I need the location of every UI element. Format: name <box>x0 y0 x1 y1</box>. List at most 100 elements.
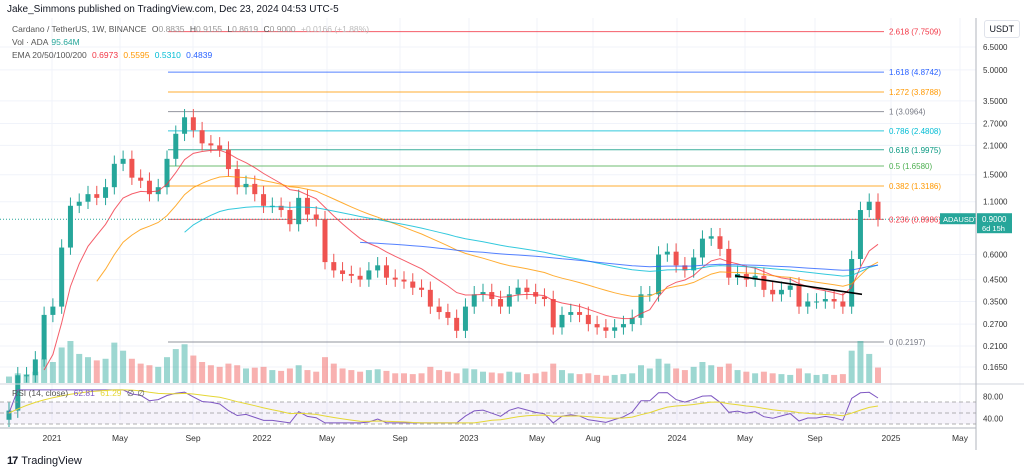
candle <box>638 294 644 318</box>
volume-bar <box>699 362 706 383</box>
fib-label: 0.382 (1.3186) <box>889 182 941 191</box>
candle <box>419 287 425 290</box>
candle <box>24 375 30 377</box>
candle <box>94 194 100 198</box>
ema-line-100 <box>360 241 879 271</box>
tradingview-logo[interactable]: 17 TradingView <box>7 455 82 467</box>
tv-logo-icon: 17 <box>7 455 18 467</box>
ema-line-50 <box>184 206 879 277</box>
rsi-band <box>0 402 976 424</box>
volume-bar <box>155 366 162 383</box>
candle <box>436 306 442 313</box>
volume-bar <box>752 373 759 383</box>
volume-bar <box>725 363 732 383</box>
volume-bar <box>559 370 565 383</box>
high-value: 0.9155 <box>196 24 222 34</box>
volume-bar <box>392 373 399 383</box>
candle <box>787 285 793 290</box>
candle <box>182 117 188 134</box>
volume-bar <box>427 366 434 383</box>
time-tick-label: 2023 <box>460 433 479 443</box>
candle <box>471 294 477 307</box>
candle <box>699 238 705 258</box>
candle <box>331 262 337 271</box>
fib-label: 1.272 (3.8788) <box>889 88 941 97</box>
symbol-tag-label: ADAUSDT <box>943 215 979 224</box>
candle <box>708 236 714 239</box>
volume-bar <box>787 374 794 383</box>
volume-bar <box>146 365 153 383</box>
volume-bar <box>190 355 197 383</box>
candle <box>559 314 565 328</box>
candle <box>217 145 223 150</box>
volume-bar <box>85 357 91 383</box>
candle <box>322 219 328 263</box>
candle <box>656 254 662 295</box>
volume-bar <box>462 368 469 383</box>
candle <box>111 163 117 188</box>
chart-background <box>0 18 1024 443</box>
fib-label: 0.5 (1.6580) <box>889 162 932 171</box>
time-tick-label: 2022 <box>253 433 272 443</box>
candle <box>629 317 635 325</box>
volume-bar <box>717 366 723 383</box>
candle <box>225 149 231 170</box>
candle <box>454 317 460 331</box>
price-tick-label: 0.2100 <box>983 342 1008 351</box>
ema100-value: 0.5310 <box>154 50 181 60</box>
volume-bar <box>93 360 100 383</box>
last-price-tag <box>977 213 1012 234</box>
candle <box>59 247 65 307</box>
volume-bar <box>278 370 285 383</box>
fib-label: 2.618 (7.7509) <box>889 28 941 37</box>
time-tick-label: Aug <box>585 433 600 443</box>
price-tick-label: 0.3500 <box>983 297 1008 306</box>
candle <box>85 194 91 202</box>
volume-bar <box>304 370 311 383</box>
volume-bar <box>234 365 241 383</box>
candle <box>647 294 653 296</box>
volume-bar <box>322 357 328 383</box>
volume-bar <box>58 347 65 383</box>
symbol-title[interactable]: Cardano / TetherUS, 1W, BINANCE <box>12 24 147 34</box>
rsi-ma-line <box>8 389 879 424</box>
volume-bar <box>831 374 838 383</box>
volume-bar <box>49 362 56 383</box>
candle <box>357 275 363 280</box>
volume-bar <box>602 375 609 383</box>
volume-value: 95.64M <box>51 37 80 47</box>
volume-bar <box>418 373 425 383</box>
volume-bar <box>348 370 355 383</box>
candle <box>805 301 811 307</box>
volume-bar <box>875 367 881 383</box>
candle <box>761 275 767 290</box>
volume-bar <box>111 342 118 383</box>
volume-bar <box>646 368 653 383</box>
candle <box>691 257 697 271</box>
candle <box>506 294 512 307</box>
time-tick-label: 2021 <box>43 433 62 443</box>
time-tick-label: Sep <box>392 433 407 443</box>
candle <box>577 312 583 315</box>
time-tick-label: May <box>737 433 754 443</box>
volume-bar <box>269 370 276 383</box>
candle <box>6 410 12 420</box>
candle <box>383 265 389 278</box>
currency-unit-button[interactable]: USDT <box>983 20 1020 38</box>
volume-bar <box>857 341 864 383</box>
candle <box>770 289 776 295</box>
price-tick-label: 6.5000 <box>983 43 1008 52</box>
volume-bar <box>67 341 74 383</box>
volume-bar <box>655 358 662 383</box>
price-tick-label: 0.2700 <box>983 320 1008 329</box>
volume-bar <box>383 370 390 383</box>
price-tick-label: 3.5000 <box>983 97 1008 106</box>
volume-bar <box>620 374 627 383</box>
candle <box>41 314 47 360</box>
candle <box>840 301 846 307</box>
price-tick-label: 5.0000 <box>983 66 1008 75</box>
candle <box>340 270 346 274</box>
volume-bar <box>128 358 135 383</box>
candle <box>15 375 21 411</box>
